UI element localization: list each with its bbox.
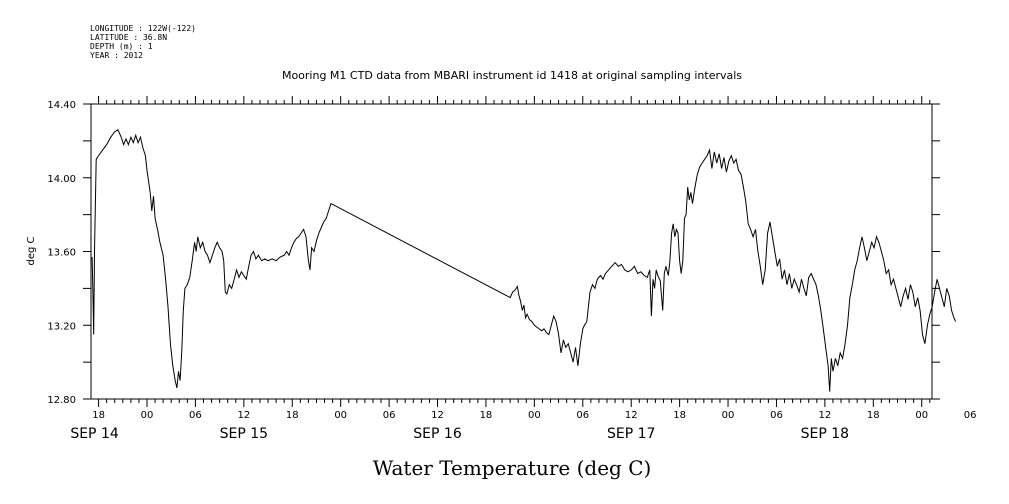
x-tick-label: 18 <box>867 410 880 421</box>
x-tick-labels: 1800061218000612180006121800061218000612… <box>92 410 977 421</box>
plot-frame <box>90 103 933 400</box>
x-tick-label: 00 <box>141 410 154 421</box>
x-tick-label: 12 <box>431 410 444 421</box>
x-tick-label: 18 <box>673 410 686 421</box>
meta-depth: DEPTH (m) : 1 <box>90 42 153 51</box>
meta-longitude: LONGITUDE : 122W(-122) <box>90 24 196 33</box>
x-day-label: SEP 18 <box>801 426 849 442</box>
x-tick-label: 06 <box>189 410 202 421</box>
y-tick-label: 14.40 <box>47 100 76 111</box>
axis-ticks <box>83 96 940 407</box>
y-tick-label: 14.00 <box>47 174 76 185</box>
x-tick-label: 18 <box>92 410 105 421</box>
x-tick-label: 18 <box>480 410 493 421</box>
x-day-label: SEP 16 <box>413 426 462 442</box>
series-line <box>91 129 957 392</box>
x-tick-label: 00 <box>334 410 347 421</box>
x-day-label: SEP 14 <box>70 426 119 442</box>
y-tick-label: 12.80 <box>47 395 76 406</box>
x-day-label: SEP 15 <box>220 426 268 442</box>
chart-title: Mooring M1 CTD data from MBARI instrumen… <box>282 69 742 82</box>
meta-year: YEAR : 2012 <box>90 51 143 60</box>
series-group <box>91 129 957 392</box>
x-tick-label: 00 <box>722 410 735 421</box>
meta-latitude: LATITUDE : 36.8N <box>90 33 167 42</box>
metadata-block: LONGITUDE : 122W(-122) LATITUDE : 36.8N … <box>90 24 196 60</box>
x-tick-label: 00 <box>528 410 541 421</box>
x-tick-label: 12 <box>819 410 832 421</box>
x-day-label: SEP 17 <box>607 426 655 442</box>
x-tick-label: 06 <box>576 410 589 421</box>
y-tick-label: 13.20 <box>47 321 76 332</box>
x-tick-label: 00 <box>915 410 928 421</box>
y-tick-labels: 12.80 13.20 13.60 14.00 14.40 <box>47 100 76 406</box>
x-tick-label: 18 <box>286 410 299 421</box>
x-tick-label: 06 <box>770 410 783 421</box>
y-axis-label: deg C <box>26 236 37 265</box>
y-tick-label: 13.60 <box>47 248 76 259</box>
x-tick-label: 12 <box>625 410 638 421</box>
x-tick-label: 06 <box>964 410 977 421</box>
x-tick-label: 06 <box>383 410 396 421</box>
x-axis-label: Water Temperature (deg C) <box>373 456 652 480</box>
x-tick-label: 12 <box>237 410 250 421</box>
